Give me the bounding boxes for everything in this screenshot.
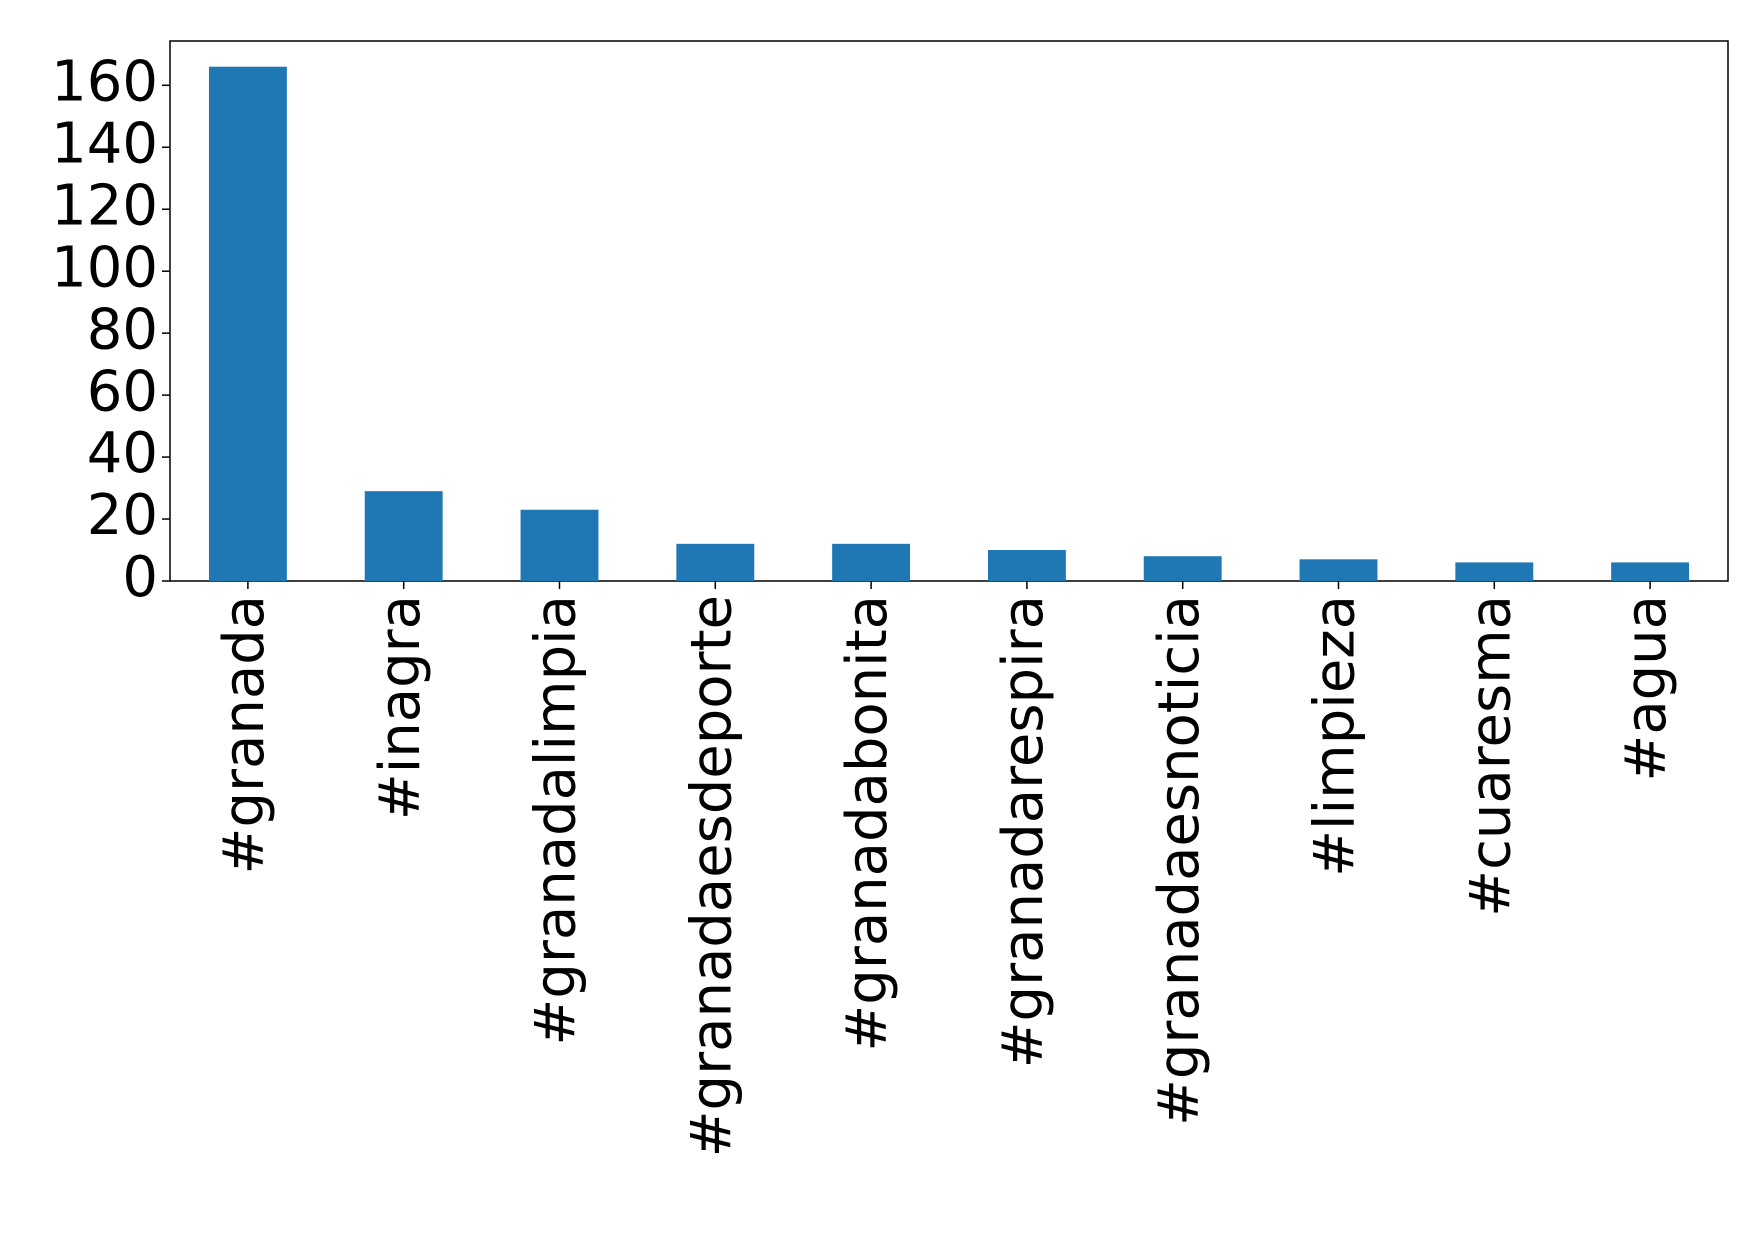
y-tick-label: 100 [51,235,158,300]
x-tick-label: #granadalimpia [524,595,589,1046]
x-tick-label: #cuaresma [1458,595,1523,917]
y-tick-label: 40 [87,421,158,486]
x-tick-label: #granadarespira [991,595,1056,1068]
y-tick-label: 160 [51,49,158,114]
bar [1299,559,1378,581]
bar [364,491,443,581]
x-tick-label: #granada [212,595,277,874]
x-tick-label: #limpieza [1303,595,1368,877]
bar [208,66,287,581]
bar [520,509,599,581]
x-tick-label: #agua [1614,595,1679,782]
y-tick-label: 120 [51,173,158,238]
x-tick-label: #inagra [368,595,433,820]
bar [832,543,911,581]
y-tick-label: 80 [87,297,158,362]
y-tick-label: 20 [87,483,158,548]
x-tick-label: #granadaesnoticia [1147,595,1212,1126]
bar [1143,556,1222,581]
plot-frame [169,40,1729,582]
bar [1455,562,1534,581]
x-tick-label: #granadabonita [835,595,900,1052]
bar [676,543,755,581]
y-tick-label: 0 [122,545,158,610]
y-tick-label: 60 [87,359,158,424]
bar [987,550,1066,581]
x-tick-label: #granadaesdeporte [679,595,744,1157]
bar [1611,562,1690,581]
y-tick-label: 140 [51,111,158,176]
